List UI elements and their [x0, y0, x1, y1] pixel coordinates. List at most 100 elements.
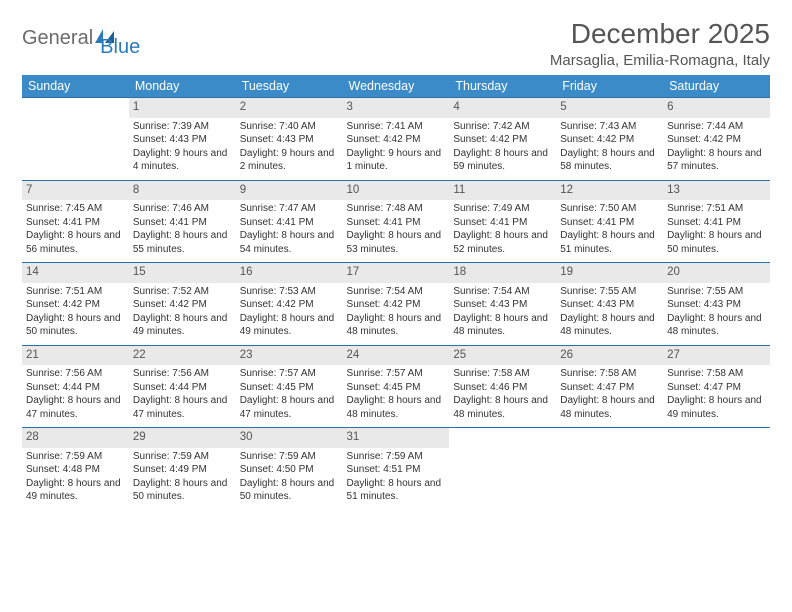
sunset-text: Sunset: 4:42 PM: [667, 133, 766, 147]
sunset-text: Sunset: 4:50 PM: [240, 463, 339, 477]
day-number: 31: [343, 428, 450, 448]
sunset-text: Sunset: 4:41 PM: [26, 216, 125, 230]
sunset-text: Sunset: 4:46 PM: [453, 381, 552, 395]
sunrise-text: Sunrise: 7:54 AM: [453, 285, 552, 299]
sunset-text: Sunset: 4:51 PM: [347, 463, 446, 477]
sunset-text: Sunset: 4:43 PM: [453, 298, 552, 312]
daylight-text: Daylight: 8 hours and 47 minutes.: [133, 394, 232, 421]
calendar-cell: 28Sunrise: 7:59 AMSunset: 4:48 PMDayligh…: [22, 428, 129, 510]
day-number: 23: [236, 346, 343, 366]
calendar-cell: 6Sunrise: 7:44 AMSunset: 4:42 PMDaylight…: [663, 98, 770, 181]
sunset-text: Sunset: 4:43 PM: [667, 298, 766, 312]
calendar-cell: [449, 428, 556, 510]
day-number: 7: [22, 181, 129, 201]
sunset-text: Sunset: 4:41 PM: [240, 216, 339, 230]
calendar-cell: 8Sunrise: 7:46 AMSunset: 4:41 PMDaylight…: [129, 180, 236, 263]
calendar-cell: 26Sunrise: 7:58 AMSunset: 4:47 PMDayligh…: [556, 345, 663, 428]
daylight-text: Daylight: 8 hours and 48 minutes.: [667, 312, 766, 339]
logo-word-general: General: [22, 27, 93, 50]
day-number: [556, 428, 663, 448]
daylight-text: Daylight: 8 hours and 52 minutes.: [453, 229, 552, 256]
day-number: 27: [663, 346, 770, 366]
sunset-text: Sunset: 4:42 PM: [133, 298, 232, 312]
day-number: 17: [343, 263, 450, 283]
daylight-text: Daylight: 8 hours and 48 minutes.: [560, 312, 659, 339]
table-row: 21Sunrise: 7:56 AMSunset: 4:44 PMDayligh…: [22, 345, 770, 428]
sunrise-text: Sunrise: 7:57 AM: [240, 367, 339, 381]
daylight-text: Daylight: 8 hours and 49 minutes.: [240, 312, 339, 339]
day-number: [449, 428, 556, 448]
sunset-text: Sunset: 4:47 PM: [667, 381, 766, 395]
calendar-cell: 2Sunrise: 7:40 AMSunset: 4:43 PMDaylight…: [236, 98, 343, 181]
calendar-cell: 27Sunrise: 7:58 AMSunset: 4:47 PMDayligh…: [663, 345, 770, 428]
day-number: 20: [663, 263, 770, 283]
daylight-text: Daylight: 8 hours and 48 minutes.: [347, 394, 446, 421]
logo: General Blue: [22, 18, 140, 59]
day-header: Thursday: [449, 75, 556, 98]
title-block: December 2025 Marsaglia, Emilia-Romagna,…: [550, 18, 770, 69]
day-number: 8: [129, 181, 236, 201]
daylight-text: Daylight: 8 hours and 54 minutes.: [240, 229, 339, 256]
day-number: 9: [236, 181, 343, 201]
calendar-table: Sunday Monday Tuesday Wednesday Thursday…: [22, 75, 770, 510]
sunrise-text: Sunrise: 7:45 AM: [26, 202, 125, 216]
day-number: 15: [129, 263, 236, 283]
daylight-text: Daylight: 8 hours and 49 minutes.: [133, 312, 232, 339]
day-number: 19: [556, 263, 663, 283]
sunrise-text: Sunrise: 7:58 AM: [453, 367, 552, 381]
calendar-cell: 11Sunrise: 7:49 AMSunset: 4:41 PMDayligh…: [449, 180, 556, 263]
day-header-row: Sunday Monday Tuesday Wednesday Thursday…: [22, 75, 770, 98]
day-number: [663, 428, 770, 448]
sunrise-text: Sunrise: 7:51 AM: [667, 202, 766, 216]
sunset-text: Sunset: 4:44 PM: [133, 381, 232, 395]
sunset-text: Sunset: 4:41 PM: [133, 216, 232, 230]
sunrise-text: Sunrise: 7:58 AM: [667, 367, 766, 381]
day-number: 26: [556, 346, 663, 366]
day-number: 24: [343, 346, 450, 366]
table-row: 14Sunrise: 7:51 AMSunset: 4:42 PMDayligh…: [22, 263, 770, 346]
day-number: 22: [129, 346, 236, 366]
daylight-text: Daylight: 9 hours and 2 minutes.: [240, 147, 339, 174]
daylight-text: Daylight: 8 hours and 50 minutes.: [26, 312, 125, 339]
calendar-cell: 29Sunrise: 7:59 AMSunset: 4:49 PMDayligh…: [129, 428, 236, 510]
day-header: Wednesday: [343, 75, 450, 98]
sunrise-text: Sunrise: 7:46 AM: [133, 202, 232, 216]
day-number: 18: [449, 263, 556, 283]
calendar-cell: [22, 98, 129, 181]
calendar-cell: 31Sunrise: 7:59 AMSunset: 4:51 PMDayligh…: [343, 428, 450, 510]
daylight-text: Daylight: 8 hours and 51 minutes.: [560, 229, 659, 256]
calendar-cell: 30Sunrise: 7:59 AMSunset: 4:50 PMDayligh…: [236, 428, 343, 510]
sunset-text: Sunset: 4:48 PM: [26, 463, 125, 477]
calendar-cell: 23Sunrise: 7:57 AMSunset: 4:45 PMDayligh…: [236, 345, 343, 428]
sunset-text: Sunset: 4:41 PM: [560, 216, 659, 230]
day-header: Saturday: [663, 75, 770, 98]
sunrise-text: Sunrise: 7:59 AM: [347, 450, 446, 464]
sunrise-text: Sunrise: 7:56 AM: [26, 367, 125, 381]
calendar-cell: 15 Sunrise: 7:52 AMSunset: 4:42 PMDayligh…: [129, 263, 236, 346]
daylight-text: Daylight: 8 hours and 48 minutes.: [453, 394, 552, 421]
day-number: 21: [22, 346, 129, 366]
calendar-cell: 3Sunrise: 7:41 AMSunset: 4:42 PMDaylight…: [343, 98, 450, 181]
sunrise-text: Sunrise: 7:52 AM: [133, 285, 232, 299]
header: General Blue December 2025 Marsaglia, Em…: [22, 18, 770, 69]
daylight-text: Daylight: 8 hours and 50 minutes.: [667, 229, 766, 256]
table-row: 28Sunrise: 7:59 AMSunset: 4:48 PMDayligh…: [22, 428, 770, 510]
sunset-text: Sunset: 4:42 PM: [560, 133, 659, 147]
calendar-cell: 4Sunrise: 7:42 AMSunset: 4:42 PMDaylight…: [449, 98, 556, 181]
daylight-text: Daylight: 8 hours and 50 minutes.: [240, 477, 339, 504]
calendar-cell: 22Sunrise: 7:56 AMSunset: 4:44 PMDayligh…: [129, 345, 236, 428]
daylight-text: Daylight: 8 hours and 48 minutes.: [453, 312, 552, 339]
calendar-cell: 20Sunrise: 7:55 AMSunset: 4:43 PMDayligh…: [663, 263, 770, 346]
day-header: Monday: [129, 75, 236, 98]
sunset-text: Sunset: 4:45 PM: [240, 381, 339, 395]
table-row: 7Sunrise: 7:45 AMSunset: 4:41 PMDaylight…: [22, 180, 770, 263]
page-title: December 2025: [550, 18, 770, 50]
day-number: 6: [663, 98, 770, 118]
sunrise-text: Sunrise: 7:59 AM: [133, 450, 232, 464]
daylight-text: Daylight: 8 hours and 47 minutes.: [240, 394, 339, 421]
sunrise-text: Sunrise: 7:53 AM: [240, 285, 339, 299]
day-number: 1: [129, 98, 236, 118]
daylight-text: Daylight: 8 hours and 58 minutes.: [560, 147, 659, 174]
day-number: 11: [449, 181, 556, 201]
day-number: 10: [343, 181, 450, 201]
